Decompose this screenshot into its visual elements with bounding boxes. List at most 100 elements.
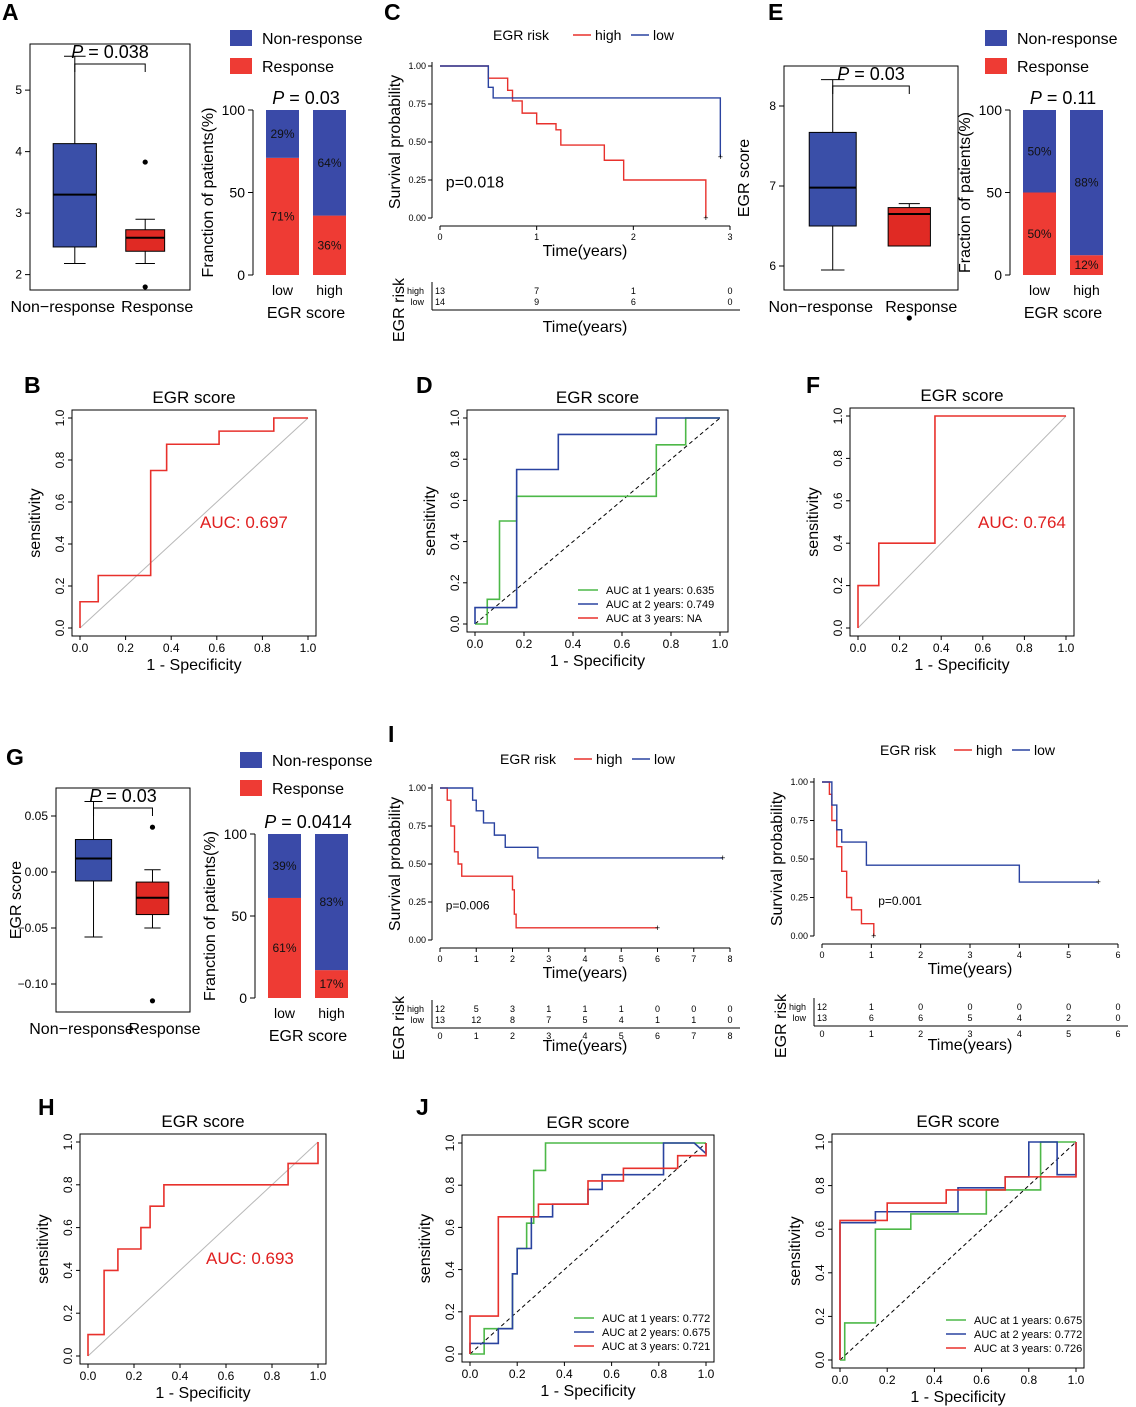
significance-bracket <box>74 63 146 72</box>
y-tick-label: 1.00 <box>408 61 426 71</box>
x-category-label: low <box>272 282 294 298</box>
legend-label: AUC at 3 years: 0.726 <box>974 1343 1082 1355</box>
p-symbol: P <box>272 88 284 108</box>
y-tick-label: 1.0 <box>831 407 845 424</box>
y-tick-label: 50 <box>986 185 1002 201</box>
censor-mark: + <box>718 152 723 162</box>
x-tick-label: 5 <box>619 954 624 964</box>
x-tick-label: 6 <box>655 954 660 964</box>
box-plot-frame <box>29 43 191 291</box>
p-symbol: P <box>837 64 849 84</box>
x-tick-label: 0.2 <box>891 641 908 655</box>
y-axis-label: EGR score <box>736 139 753 217</box>
risk-count-low: 5 <box>967 1013 972 1023</box>
x-tick-label: 4 <box>1017 950 1022 960</box>
bar-nonresponse <box>268 834 301 898</box>
censor-mark: + <box>720 853 725 863</box>
x-tick-label: 0.6 <box>614 637 631 651</box>
y-tick-label: 0.50 <box>408 137 426 147</box>
box-1 <box>125 229 166 252</box>
x-tick-label: 0.6 <box>218 1369 235 1383</box>
risk-count-low: 6 <box>631 297 636 307</box>
y-tick-label: −0.10 <box>18 977 49 991</box>
p-value: = 0.03 <box>101 786 157 806</box>
y-tick-label: 7 <box>769 179 776 193</box>
x-category-label: Response <box>128 1021 200 1038</box>
risk-row-label-high: high <box>407 286 424 296</box>
y-tick-label: 0.8 <box>443 1177 457 1194</box>
y-tick-label: 1.0 <box>61 1133 75 1150</box>
risk-x-tick: 2 <box>510 1031 515 1041</box>
risk-x-tick: 3 <box>546 1031 551 1041</box>
risk-count-high: 5 <box>474 1004 479 1014</box>
risk-x-tick: 3 <box>967 1029 972 1039</box>
roc-title: EGR score <box>916 1112 999 1131</box>
risk-x-tick: 6 <box>1115 1029 1120 1039</box>
risk-table-title: EGR risk <box>773 993 790 1058</box>
risk-count-low: 14 <box>435 297 445 307</box>
risk-x-tick: 1 <box>474 1031 479 1041</box>
risk-x-tick: 4 <box>1017 1029 1022 1039</box>
roc-frame <box>461 1134 715 1363</box>
x-category-label: high <box>318 1005 344 1021</box>
x-tick-label: 1.0 <box>1068 1373 1085 1387</box>
y-tick-label: 0.6 <box>53 493 67 510</box>
roc-curve-red <box>79 417 308 628</box>
x-tick-label: 0.2 <box>117 641 134 655</box>
y-tick-label: 0.8 <box>53 451 67 468</box>
legend-label-high: high <box>596 751 622 767</box>
p-value-label: P = 0.03 <box>272 88 340 108</box>
y-tick-label: 0.4 <box>53 535 67 552</box>
risk-row-label-low: low <box>792 1013 806 1023</box>
p-value-text: p=0.006 <box>446 899 490 913</box>
box-plot-frame <box>55 787 191 1013</box>
legend-label: AUC at 1 years: 0.675 <box>974 1315 1082 1327</box>
y-tick-label: 0.25 <box>408 175 426 185</box>
survival-curve-low <box>440 787 723 859</box>
x-tick-label: 0.0 <box>72 641 89 655</box>
risk-count-low: 1 <box>691 1015 696 1025</box>
y-axis-label: Survival probability <box>387 75 404 209</box>
x-category-label: high <box>316 282 342 298</box>
outlier-point <box>142 159 148 165</box>
x-tick-label: 1 <box>474 954 479 964</box>
risk-x-tick: 6 <box>655 1031 660 1041</box>
p-symbol: P <box>264 812 276 832</box>
roc-title: EGR score <box>556 388 639 407</box>
roc-frame <box>849 407 1075 637</box>
p-value: = 0.11 <box>1042 88 1096 108</box>
y-tick-label: 100 <box>222 102 246 118</box>
roc-title: EGR score <box>546 1113 629 1132</box>
risk-x-tick: 2 <box>918 1029 923 1039</box>
legend-label-low: low <box>1034 742 1056 758</box>
y-tick-label: 0.0 <box>443 1345 457 1362</box>
panel-label-J1: J <box>416 1094 429 1120</box>
y-tick-label: 0 <box>237 267 245 283</box>
p-value-label: P = 0.038 <box>71 42 149 62</box>
y-tick-label: 1.00 <box>408 783 426 793</box>
survival-curve-high <box>822 781 875 936</box>
y-axis-label: Survival probability <box>387 797 404 931</box>
x-axis-label: Time(years) <box>543 965 628 982</box>
survival-curve-low <box>440 65 722 158</box>
x-axis-label: EGR score <box>267 305 345 322</box>
x-tick-label: 0.0 <box>462 1367 479 1381</box>
y-tick-label: 0.00 <box>790 931 808 941</box>
roc-title: EGR score <box>152 388 235 407</box>
roc-title: EGR score <box>920 386 1003 405</box>
risk-count-low: 2 <box>1066 1013 1071 1023</box>
legend-label: Response <box>262 59 334 76</box>
risk-count-high: 0 <box>1017 1002 1022 1012</box>
y-tick-label: 0 <box>994 267 1002 283</box>
bar-label-nonresponse: 50% <box>1027 144 1051 158</box>
x-category-label: low <box>274 1005 296 1021</box>
y-axis-label: sensitivity <box>805 487 822 556</box>
y-tick-label: 0.0 <box>53 619 67 636</box>
bar-nonresponse <box>313 110 346 216</box>
x-tick-label: 0.4 <box>556 1367 573 1381</box>
risk-count-high: 0 <box>918 1002 923 1012</box>
y-tick-label: 5 <box>15 83 22 97</box>
y-tick-label: 3 <box>15 206 22 220</box>
risk-count-high: 7 <box>534 286 539 296</box>
y-tick-label: 0.50 <box>408 859 426 869</box>
